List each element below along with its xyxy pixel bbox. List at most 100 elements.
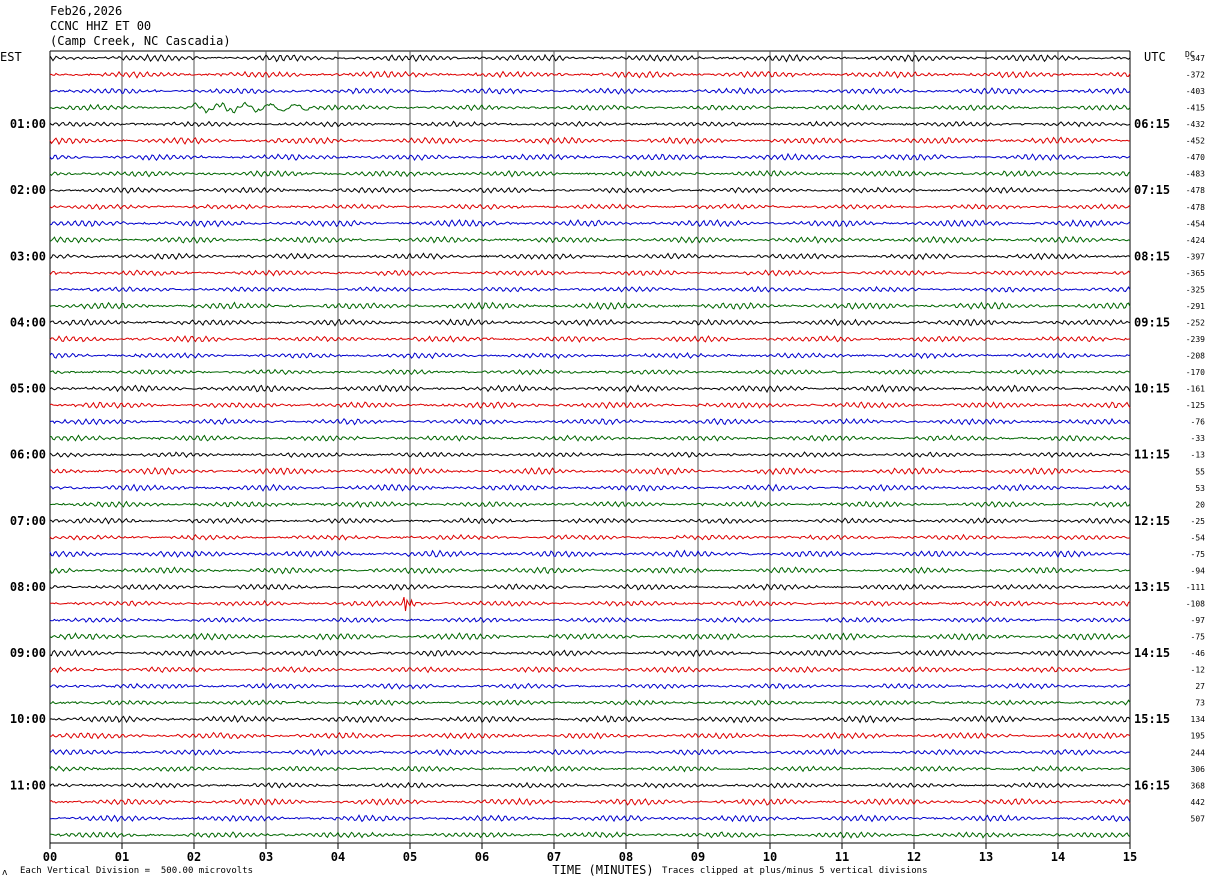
trace-8: [49, 186, 1131, 194]
trace-40: [49, 714, 1131, 724]
dc-offset-33: -108: [1186, 599, 1205, 608]
header-station: CCNC HHZ ET 00: [50, 19, 152, 33]
utc-hour-label: 13:15: [1134, 580, 1170, 594]
trace-7: [49, 169, 1131, 178]
trace-35: [49, 632, 1131, 641]
trace-43: [49, 764, 1131, 773]
x-tick-label-14: 14: [1051, 850, 1065, 864]
trace-22: [49, 417, 1131, 426]
trace-9: [49, 203, 1131, 211]
dc-offset-10: -454: [1186, 219, 1205, 228]
trace-31: [49, 566, 1131, 575]
dc-offset-15: -291: [1186, 302, 1205, 311]
trace-42: [49, 748, 1131, 757]
x-tick-label-05: 05: [403, 850, 417, 864]
trace-12: [49, 252, 1131, 261]
dc-offset-21: -125: [1186, 401, 1205, 410]
utc-hour-label: 14:15: [1134, 646, 1170, 660]
est-hour-label: 01:00: [10, 117, 46, 131]
trace-29: [49, 533, 1131, 541]
trace-37: [49, 665, 1131, 674]
x-tick-label-12: 12: [907, 850, 921, 864]
dc-offset-38: 27: [1195, 682, 1205, 691]
dc-offset-40: 134: [1191, 715, 1206, 724]
dc-offset-16: -252: [1186, 318, 1205, 327]
utc-hour-label: 10:15: [1134, 382, 1170, 396]
header-location: (Camp Creek, NC Cascadia): [50, 34, 231, 48]
dc-column-title: DC: [1185, 50, 1195, 59]
trace-16: [49, 318, 1131, 327]
dc-offset-2: -403: [1186, 87, 1205, 96]
trace-38: [49, 682, 1131, 690]
utc-hour-label: 15:15: [1134, 712, 1170, 726]
dc-offset-31: -94: [1191, 566, 1206, 575]
trace-47: [49, 831, 1131, 839]
dc-offset-0: -347: [1186, 54, 1205, 63]
dc-offset-34: -97: [1191, 616, 1206, 625]
x-tick-label-15: 15: [1123, 850, 1137, 864]
scale-note: Each Vertical Division = 500.00 microvol…: [20, 866, 253, 876]
trace-21: [49, 401, 1131, 410]
dc-offset-27: 20: [1195, 500, 1205, 509]
dc-offset-12: -397: [1186, 252, 1205, 261]
utc-hour-label: 16:15: [1134, 778, 1170, 792]
trace-15: [49, 301, 1131, 311]
trace-23: [49, 434, 1131, 442]
dc-offset-13: -365: [1186, 269, 1205, 278]
est-hour-label: 10:00: [10, 712, 46, 726]
trace-39: [49, 699, 1131, 707]
header-date: Feb26,2026: [50, 4, 123, 18]
dc-offset-18: -208: [1186, 352, 1205, 361]
trace-24: [49, 451, 1131, 459]
trace-44: [49, 781, 1131, 789]
trace-1: [50, 70, 1131, 79]
dc-offset-25: 55: [1195, 467, 1205, 476]
x-tick-label-02: 02: [187, 850, 201, 864]
trace-4: [49, 120, 1131, 128]
trace-32: [49, 583, 1131, 591]
dc-offset-9: -478: [1186, 203, 1205, 212]
dc-offset-28: -25: [1191, 517, 1206, 526]
dc-offset-7: -483: [1186, 170, 1205, 179]
dc-offset-26: 53: [1195, 484, 1205, 493]
utc-hour-label: 07:15: [1134, 183, 1170, 197]
trace-13: [49, 269, 1131, 277]
dc-offset-30: -75: [1191, 550, 1206, 559]
est-hour-label: 06:00: [10, 448, 46, 462]
x-tick-label-10: 10: [763, 850, 777, 864]
trace-26: [49, 483, 1131, 493]
axis-labels: 00 01 02 03 04 05 06 07 08 09 10 11 12 13 14 15 TIME (MI…: [0, 50, 1205, 877]
dc-offset-3: -415: [1186, 104, 1205, 113]
utc-hour-label: 11:15: [1134, 448, 1170, 462]
est-hour-label: 11:00: [10, 778, 46, 792]
x-tick-label-04: 04: [331, 850, 345, 864]
utc-axis-title: UTC: [1144, 50, 1166, 64]
trace-28: [49, 517, 1131, 525]
dc-offset-29: -54: [1191, 533, 1206, 542]
trace-10: [49, 218, 1131, 228]
trace-2: [49, 87, 1131, 95]
dc-offset-11: -424: [1186, 236, 1205, 245]
x-axis-title: TIME (MINUTES): [552, 863, 653, 877]
x-tick-label-13: 13: [979, 850, 993, 864]
x-tick-label-11: 11: [835, 850, 849, 864]
trace-36: [49, 649, 1131, 658]
est-hour-label: 08:00: [10, 580, 46, 594]
dc-offset-4: -432: [1186, 120, 1205, 129]
dc-offset-32: -111: [1186, 583, 1205, 592]
trace-25: [49, 466, 1131, 476]
dc-offset-46: 507: [1191, 814, 1206, 823]
dc-offset-43: 306: [1191, 765, 1206, 774]
dc-offset-14: -325: [1186, 285, 1205, 294]
x-tick-label-06: 06: [475, 850, 489, 864]
x-tick-label-09: 09: [691, 850, 705, 864]
dc-offset-23: -33: [1191, 434, 1206, 443]
trace-20: [49, 384, 1131, 394]
corner-mark: ʌ: [2, 868, 8, 878]
trace-14: [49, 285, 1131, 293]
dc-offset-39: 73: [1195, 699, 1205, 708]
minute-gridlines: [49, 50, 1131, 849]
trace-5: [49, 136, 1131, 146]
dc-offset-1: -372: [1186, 71, 1205, 80]
trace-18: [49, 352, 1131, 360]
